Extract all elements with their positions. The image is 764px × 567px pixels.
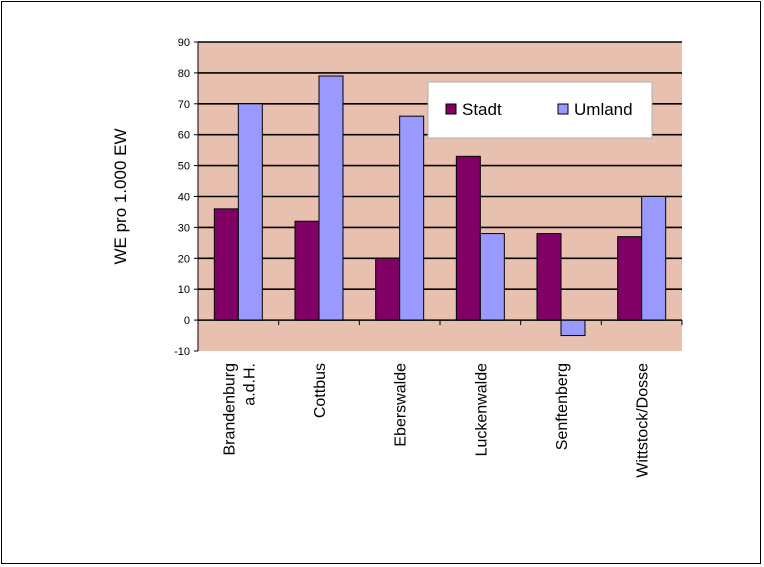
legend: Stadt Umland [427,81,653,139]
bar-umland [560,319,586,337]
legend-entry: Stadt [462,100,502,119]
category-label-line: a.d.H. [241,363,258,406]
category-label: Cottbus [312,363,329,418]
bar-umland [399,115,425,321]
bar-umland [641,196,667,321]
legend-entry: Umland [574,100,633,119]
bar-umland [318,75,344,321]
category-label-line: Wittstock/Dosse [635,363,652,478]
x-axis [197,319,683,326]
y-axis-ticks: 90 80 70 60 50 40 30 20 10 0 -10 [174,37,199,358]
y-tick-label: 80 [178,68,190,80]
bar-stadt [455,155,481,321]
bar-stadt [213,208,239,321]
legend-swatch [445,103,457,115]
category-label: Senftenberg [554,363,571,450]
y-tick-label: 60 [178,130,190,142]
y-tick-label: 0 [184,315,190,327]
legend-box [427,81,653,139]
y-tick-label: 30 [178,222,190,234]
bar-umland [479,233,505,321]
category-label-line: Eberswalde [393,363,410,447]
category-label: Wittstock/Dosse [635,363,652,478]
category-label-line: Cottbus [312,363,329,418]
y-tick-label: -10 [174,346,190,358]
bars-group [213,75,667,337]
bar-umland [237,103,263,321]
bar-stadt [375,257,401,321]
category-label: Eberswalde [393,363,410,447]
y-tick-label: 90 [178,37,190,49]
bar-stadt [536,233,562,321]
category-label-line: Luckenwalde [473,363,490,457]
y-tick-label: 20 [178,253,190,265]
legend-swatch [557,103,569,115]
x-axis-labels: Brandenburg a.d.H. Cottbus Eberswalde Lucken… [221,363,651,478]
y-tick-label: 40 [178,192,190,204]
y-axis-label: WE pro 1.000 EW [111,128,130,264]
y-tick-label: 70 [178,99,190,111]
category-label-line: Senftenberg [554,363,571,450]
category-label: Luckenwalde [473,363,490,457]
y-tick-label: 10 [178,284,190,296]
bar-stadt [294,220,320,321]
bar-stadt [617,236,643,321]
category-label: Brandenburg a.d.H. [221,363,258,456]
y-tick-label: 50 [178,161,190,173]
category-label-line: Brandenburg [221,363,238,456]
